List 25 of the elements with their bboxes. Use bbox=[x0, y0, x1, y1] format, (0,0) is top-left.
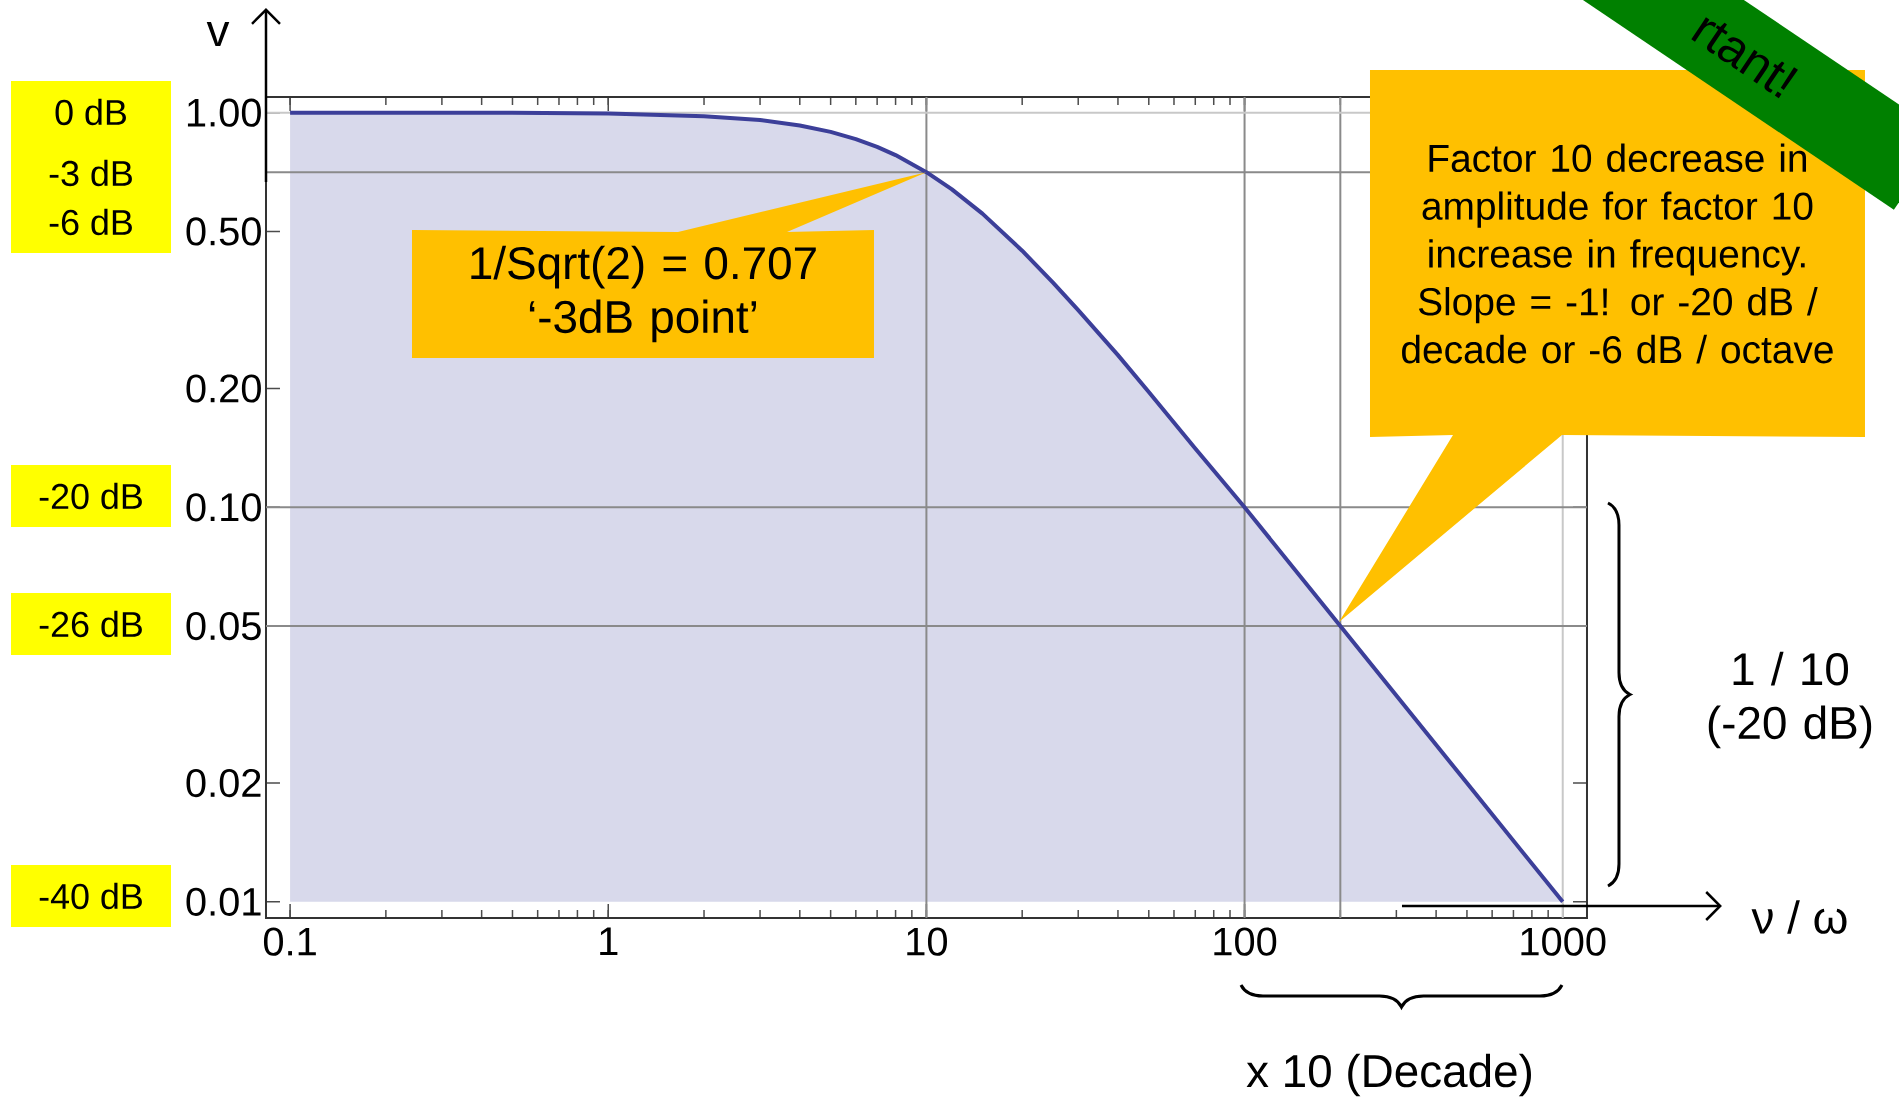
y-tick-label: 0.05 bbox=[186, 611, 261, 641]
annotation: Factor 10 decrease in amplitude for factor 10 increase in frequency. Slope = -1! or -20 dB / decade or -6 dB / octave bbox=[1402, 143, 1833, 364]
y-tick-label: 0.02 bbox=[186, 768, 261, 798]
y-tick-label: 1.00 bbox=[187, 98, 261, 127]
y-tick-label: 0.10 bbox=[186, 493, 261, 522]
x-tick-label: 1000 bbox=[1521, 927, 1606, 956]
text: rtant! bbox=[1691, 17, 1798, 99]
text: -20 dB bbox=[39, 482, 142, 510]
x-tick-label: 1 bbox=[600, 927, 618, 955]
text: -26 dB bbox=[39, 610, 142, 638]
x-axis-title: ν / ω bbox=[1751, 900, 1847, 934]
y-tick-label: 0.01 bbox=[186, 887, 261, 916]
text: 1 / 10 (-20 dB) bbox=[1708, 651, 1872, 749]
x-tick-label: 100 bbox=[1214, 927, 1277, 956]
annotation: 1/Sqrt(2) = 0.707 ‘-3dB point’ bbox=[471, 245, 816, 343]
text: 0 dB bbox=[55, 98, 126, 126]
x-tick-label: 0.1 bbox=[263, 927, 316, 956]
text: -6 dB bbox=[49, 208, 132, 236]
x-tick-label: 10 bbox=[907, 927, 948, 956]
y-tick-label: 0.50 bbox=[186, 217, 261, 246]
text: -3 dB bbox=[49, 159, 132, 187]
y-tick-label: 0.20 bbox=[186, 374, 261, 403]
text: x 10 (Decade) bbox=[1246, 1053, 1531, 1097]
y-axis-title: v bbox=[206, 21, 230, 47]
text: -40 dB bbox=[39, 882, 142, 910]
